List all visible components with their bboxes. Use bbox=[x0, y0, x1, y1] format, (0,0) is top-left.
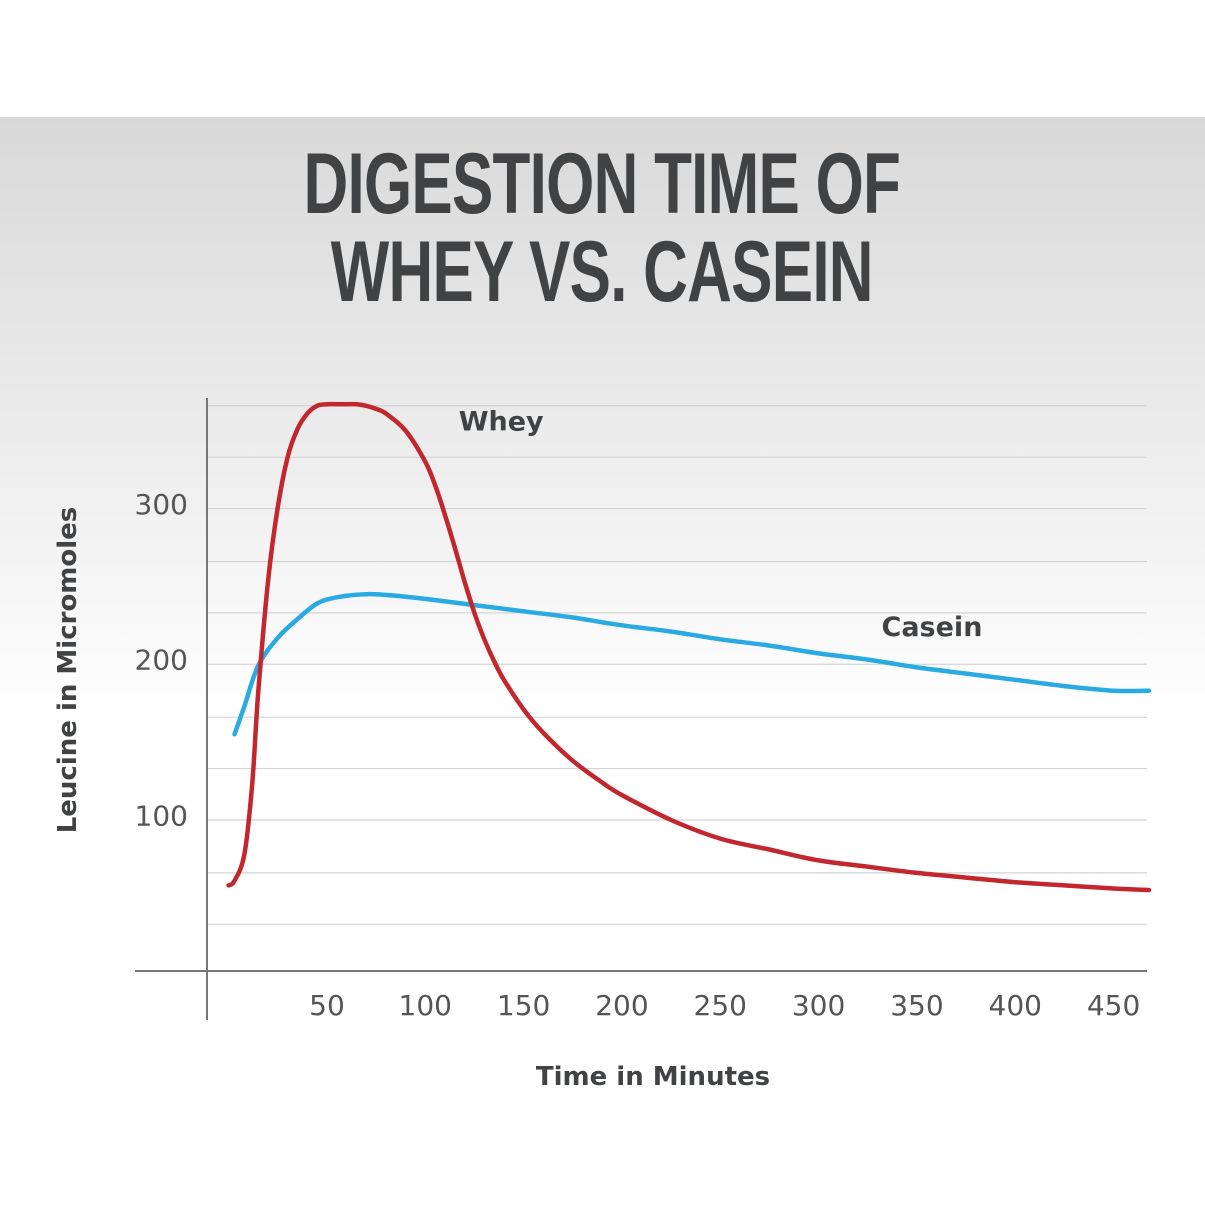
grid-lines bbox=[207, 405, 1147, 925]
x-tick-label-250: 250 bbox=[694, 989, 747, 1022]
x-tick-label-400: 400 bbox=[989, 989, 1042, 1022]
series-lines bbox=[226, 401, 1152, 893]
x-tick-label-50: 50 bbox=[309, 989, 345, 1022]
y-axis-label: Leucine in Micromoles bbox=[53, 507, 83, 834]
annotation-casein: Casein bbox=[882, 612, 983, 643]
x-tick-label-200: 200 bbox=[595, 989, 648, 1022]
x-tick-label-300: 300 bbox=[792, 989, 845, 1022]
chart-card bbox=[0, 117, 1205, 1117]
x-tick-label-450: 450 bbox=[1087, 989, 1140, 1022]
series-line-whey bbox=[226, 401, 1152, 893]
y-tick-label-100: 100 bbox=[135, 799, 188, 832]
chart-title: DIGESTION TIME OF WHEY VS. CASEIN bbox=[168, 140, 1036, 316]
x-tick-labels: 50 100 150 200 250 300 350 400 450 bbox=[309, 989, 1140, 1022]
title-line-2: WHEY VS. CASEIN bbox=[330, 224, 874, 320]
series-line-casein bbox=[232, 591, 1152, 737]
x-tick-label-350: 350 bbox=[890, 989, 943, 1022]
y-tick-label-300: 300 bbox=[135, 488, 188, 521]
y-tick-labels: 100 200 300 bbox=[135, 488, 188, 832]
x-tick-label-150: 150 bbox=[497, 989, 550, 1022]
annotation-whey: Whey bbox=[459, 407, 544, 438]
series-annotations: Whey Casein bbox=[459, 407, 983, 644]
title-line-1: DIGESTION TIME OF bbox=[303, 136, 901, 232]
y-tick-label-200: 200 bbox=[135, 644, 188, 677]
x-tick-label-100: 100 bbox=[399, 989, 452, 1022]
x-axis-label: Time in Minutes bbox=[536, 1062, 770, 1092]
